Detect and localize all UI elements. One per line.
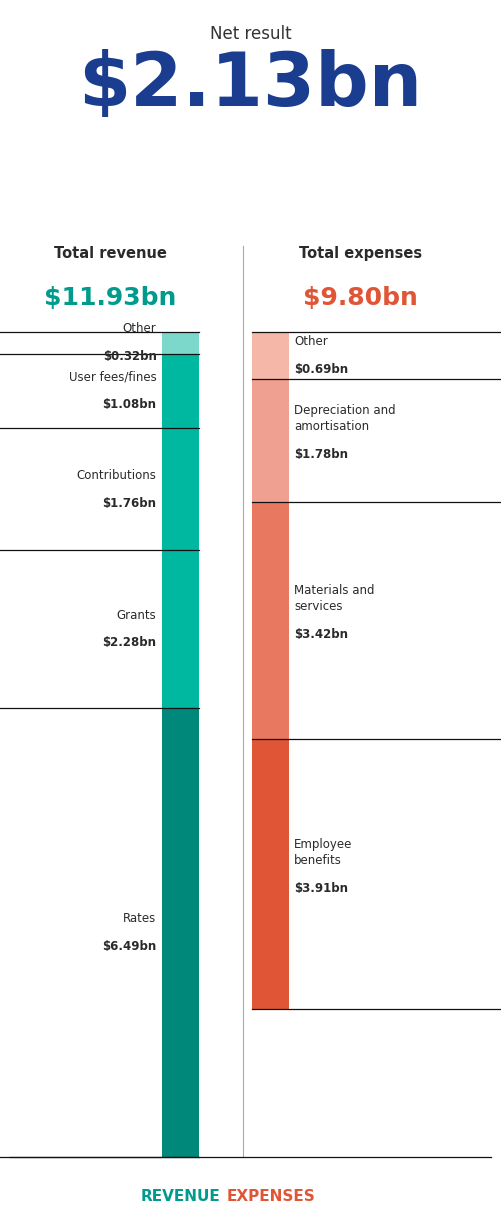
Bar: [252, 332, 289, 379]
Bar: [161, 332, 199, 354]
Bar: [161, 429, 199, 550]
Text: $0.32bn: $0.32bn: [103, 350, 156, 363]
Text: $1.76bn: $1.76bn: [103, 496, 156, 510]
Text: $9.80bn: $9.80bn: [303, 286, 418, 311]
Text: $0.69bn: $0.69bn: [295, 362, 349, 376]
Text: Materials and
services: Materials and services: [295, 585, 375, 613]
Bar: [252, 379, 289, 502]
Bar: [161, 707, 199, 1157]
Text: $2.28bn: $2.28bn: [103, 636, 156, 650]
Text: Contributions: Contributions: [77, 469, 156, 481]
Text: REVENUE: REVENUE: [140, 1189, 220, 1203]
Text: $1.08bn: $1.08bn: [103, 398, 156, 411]
Text: $2.13bn: $2.13bn: [79, 49, 422, 122]
Text: $11.93bn: $11.93bn: [44, 286, 176, 311]
Bar: [252, 739, 289, 1009]
Text: Depreciation and
amortisation: Depreciation and amortisation: [295, 404, 396, 433]
Text: $1.78bn: $1.78bn: [295, 448, 348, 462]
Text: User fees/fines: User fees/fines: [69, 371, 156, 383]
Text: Other: Other: [123, 322, 156, 335]
Text: Total expenses: Total expenses: [299, 246, 422, 260]
Text: Total revenue: Total revenue: [54, 246, 167, 260]
Bar: [252, 502, 289, 739]
Text: Net result: Net result: [210, 25, 291, 43]
Bar: [161, 354, 199, 429]
Text: Employee
benefits: Employee benefits: [295, 837, 353, 867]
Text: Rates: Rates: [123, 912, 156, 925]
Text: Other: Other: [295, 335, 328, 348]
Bar: [161, 550, 199, 707]
Text: $6.49bn: $6.49bn: [102, 939, 156, 953]
Text: $3.91bn: $3.91bn: [295, 882, 348, 894]
Text: EXPENSES: EXPENSES: [226, 1189, 315, 1203]
Text: Grants: Grants: [117, 609, 156, 621]
Text: $3.42bn: $3.42bn: [295, 628, 348, 641]
